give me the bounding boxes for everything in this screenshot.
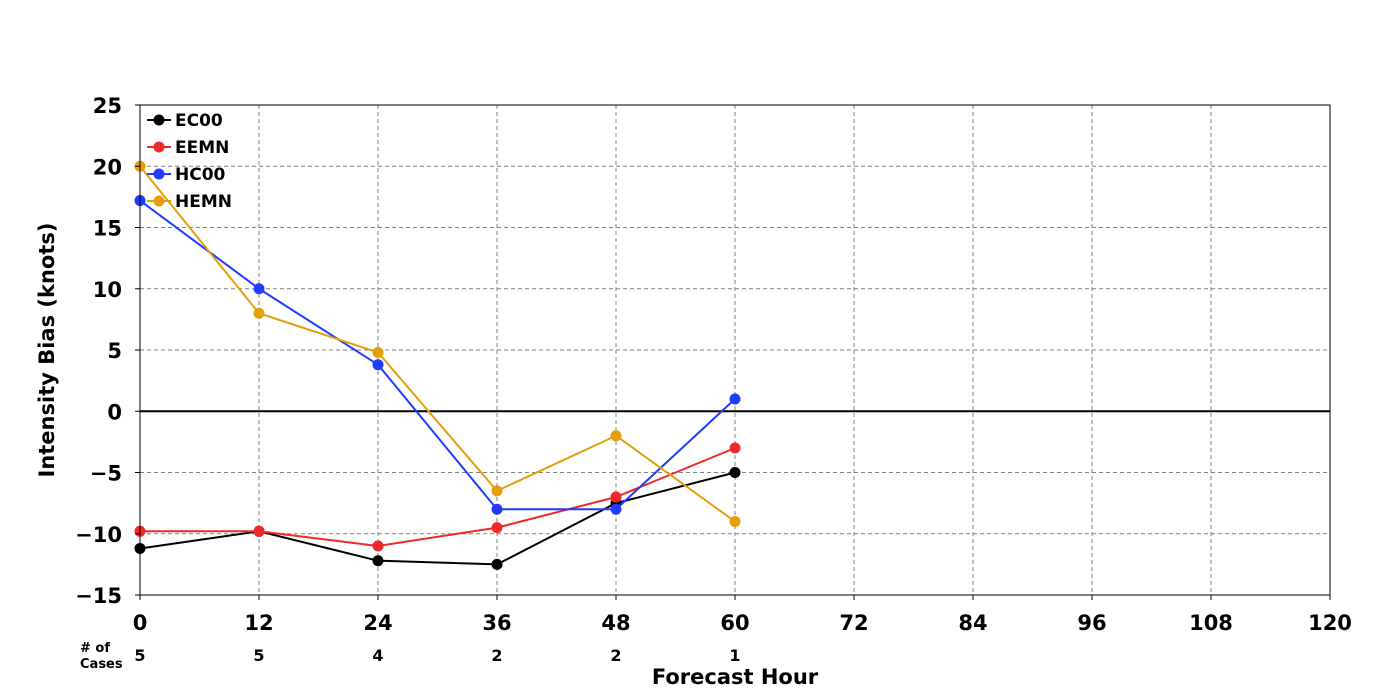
data-point-hc00	[610, 503, 622, 515]
legend-marker	[153, 168, 165, 180]
legend-marker	[153, 114, 165, 126]
data-point-hc00	[729, 393, 741, 405]
case-count: 2	[491, 646, 502, 665]
data-point-eemn	[729, 442, 741, 454]
x-tick-label: 96	[1077, 611, 1106, 635]
y-tick-label: −15	[75, 584, 122, 608]
y-tick-label: −10	[75, 523, 122, 547]
x-axis-label: Forecast Hour	[652, 665, 819, 689]
series-group	[134, 160, 741, 570]
series-hemn	[134, 160, 741, 527]
x-tick-label: 36	[482, 611, 511, 635]
data-point-ec00	[491, 558, 503, 570]
y-tick-label: 15	[93, 217, 122, 241]
case-count: 2	[610, 646, 621, 665]
x-tick-label: 48	[601, 611, 630, 635]
legend: EC00 EEMN HC00 HEMN	[147, 111, 232, 212]
y-axis-label: Intensity Bias (knots)	[35, 223, 59, 478]
data-point-hemn	[253, 307, 265, 319]
data-point-hemn	[491, 485, 503, 497]
grid-lines	[140, 105, 1330, 595]
y-tick-label: 0	[107, 400, 122, 424]
data-point-eemn	[610, 491, 622, 503]
x-tick-label: 0	[133, 611, 148, 635]
cases-label-line2: Cases	[80, 657, 123, 672]
case-count: 5	[253, 646, 264, 665]
y-tick-label: −5	[90, 462, 122, 486]
case-counts: 5 5 4 2 2 1	[134, 646, 740, 665]
data-point-eemn	[372, 540, 384, 552]
x-tick-label: 108	[1189, 611, 1233, 635]
legend-label: HEMN	[175, 192, 232, 212]
legend-label: EEMN	[175, 138, 229, 158]
data-point-ec00	[372, 555, 384, 567]
x-tick-label: 84	[958, 611, 987, 635]
data-point-hemn	[372, 346, 384, 358]
x-tick-label: 72	[839, 611, 868, 635]
y-tick-label: 20	[93, 155, 122, 179]
x-tick-label: 12	[244, 611, 273, 635]
legend-entry-eemn: EEMN	[147, 138, 229, 158]
case-count: 4	[372, 646, 383, 665]
cases-label-line1: # of	[80, 641, 110, 656]
tick-labels: 0 12 24 36 48 60 72 84 96 108 120 −15 −10 −5 0 5 10 15 20 2…	[75, 94, 1352, 635]
data-point-hc00	[372, 359, 384, 371]
legend-marker	[153, 141, 165, 153]
legend-label: HC00	[175, 165, 226, 185]
x-tick-label: 60	[720, 611, 749, 635]
x-tick-label: 120	[1308, 611, 1352, 635]
legend-entry-hemn: HEMN	[147, 192, 232, 212]
data-point-eemn	[253, 525, 265, 537]
data-point-hc00	[491, 503, 503, 515]
case-count: 5	[134, 646, 145, 665]
series-line-ec00	[139, 471, 736, 566]
data-point-hc00	[253, 283, 265, 295]
series-line-hc00	[139, 199, 736, 511]
y-tick-label: 5	[107, 339, 122, 363]
series-line-hemn	[139, 165, 736, 523]
legend-entry-ec00: EC00	[147, 111, 223, 131]
legend-entry-hc00: HC00	[147, 165, 226, 185]
legend-marker	[153, 195, 165, 207]
y-tick-label: 10	[93, 278, 122, 302]
x-tick-label: 24	[363, 611, 392, 635]
series-hc00	[134, 195, 741, 515]
data-point-hemn	[610, 430, 622, 442]
data-point-ec00	[729, 467, 741, 478]
y-tick-label: 25	[93, 94, 122, 118]
series-line-eemn	[140, 447, 736, 548]
data-point-eemn	[491, 522, 503, 534]
data-point-hemn	[729, 516, 741, 527]
case-count: 1	[729, 646, 740, 665]
legend-label: EC00	[175, 111, 223, 131]
